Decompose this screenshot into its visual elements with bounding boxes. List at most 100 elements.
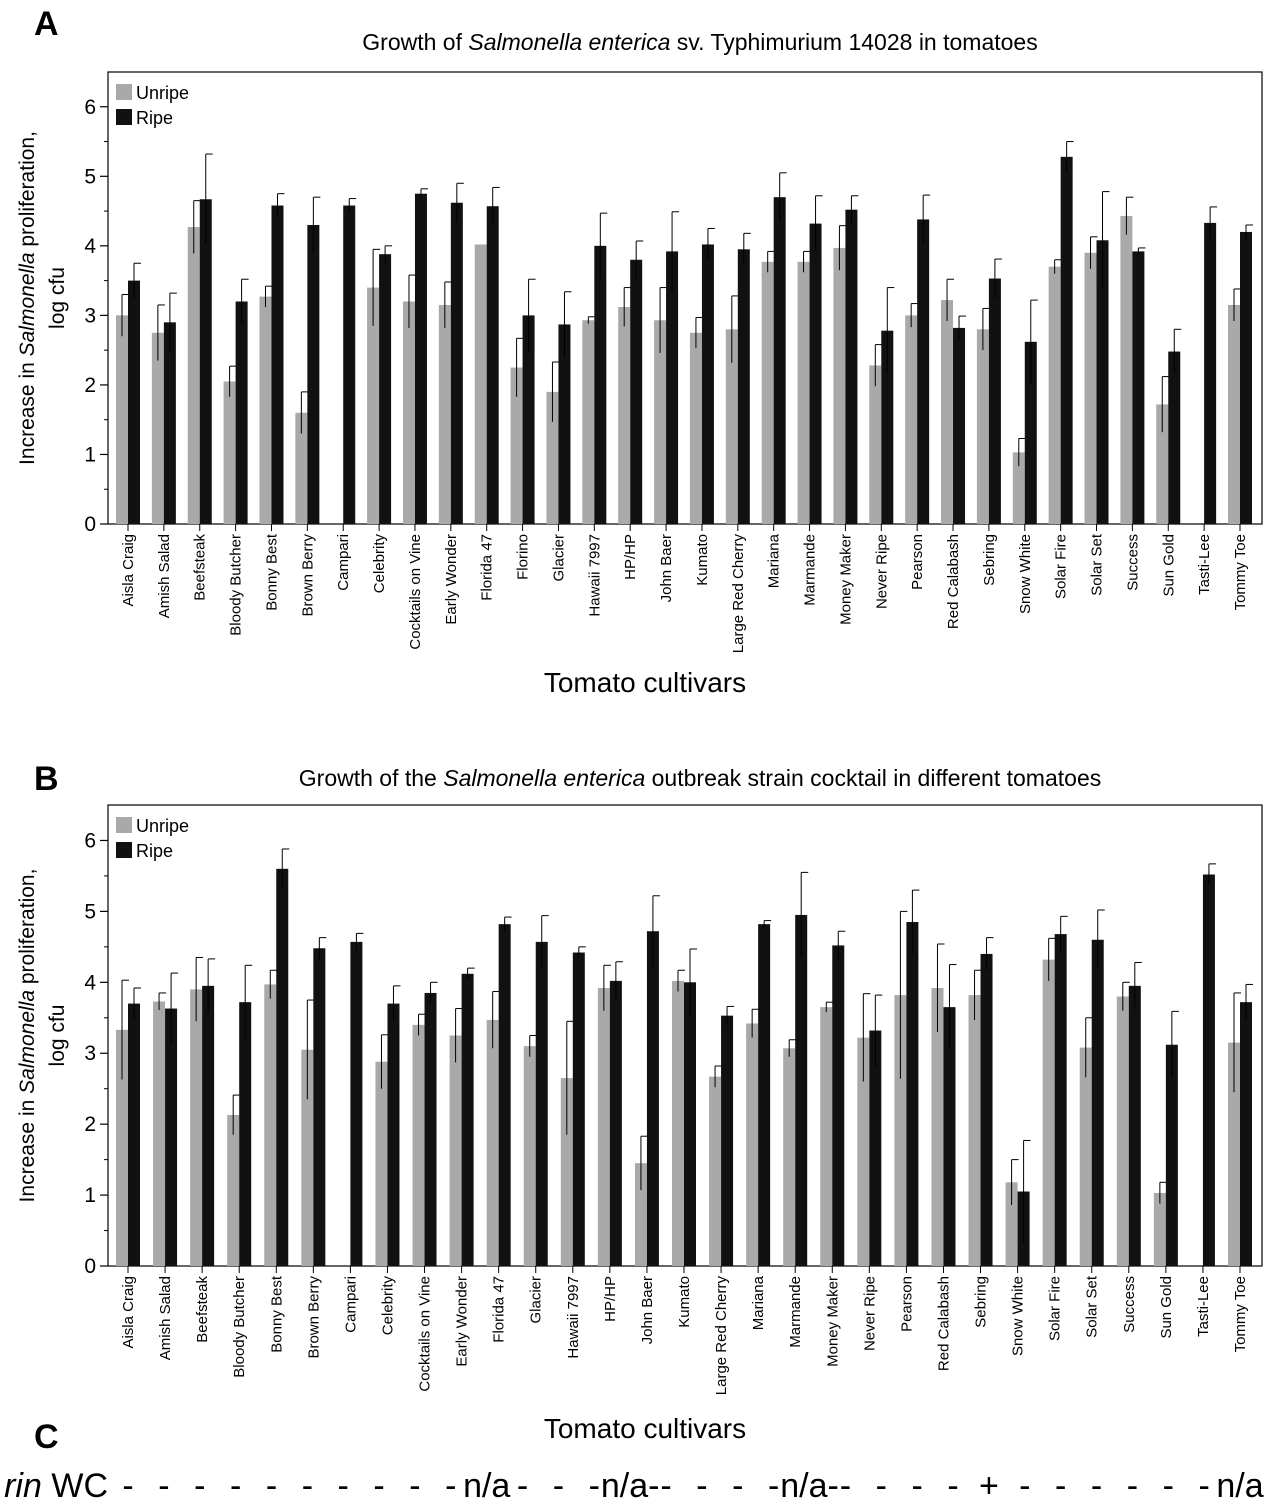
bar-unripe	[869, 365, 882, 524]
x-tick-label: Success	[1124, 534, 1141, 591]
bar-ripe	[343, 205, 356, 524]
x-tick-label: Sebring	[981, 534, 998, 586]
x-tick-label: Large Red Cherry	[713, 1276, 730, 1396]
x-tick-label: Sebring	[973, 1276, 990, 1328]
bar-ripe	[350, 941, 363, 1266]
row-c-mark: n/a-	[780, 1467, 839, 1505]
row-c-mark: -	[1055, 1467, 1066, 1505]
y-tick-label: 1	[84, 443, 96, 466]
y-tick-label: 3	[84, 304, 96, 327]
x-tick-label: Solar Fire	[1053, 534, 1070, 599]
row-c-mark: -	[158, 1467, 169, 1505]
bar-unripe	[618, 307, 631, 524]
bar-ripe	[414, 193, 427, 524]
row-c-mark: -	[589, 1467, 600, 1505]
bar-ripe	[379, 254, 392, 524]
bar-ripe	[1096, 240, 1109, 524]
bar-ripe	[1024, 341, 1037, 524]
row-c-mark: n/a	[463, 1467, 510, 1505]
bar-ripe	[1240, 231, 1252, 524]
bar-ripe	[1091, 939, 1104, 1266]
bar-ripe	[758, 924, 771, 1266]
row-c-mark: -	[1019, 1467, 1030, 1505]
legend-swatch-unripe	[116, 817, 132, 833]
bar-ripe	[988, 278, 1001, 524]
bar-ripe	[239, 1002, 252, 1266]
row-c-mark: n/a	[1216, 1467, 1263, 1505]
bar-unripe	[523, 1046, 536, 1266]
bar-ripe	[450, 202, 463, 525]
row-c-mark: -	[338, 1467, 349, 1505]
bar-unripe	[259, 296, 272, 524]
x-tick-label: Cocktails on Vine	[417, 1276, 434, 1392]
bar-ripe	[1168, 351, 1181, 524]
bar-unripe	[1228, 304, 1240, 524]
bar-unripe	[546, 391, 559, 524]
x-tick-label: John Baer	[639, 1276, 656, 1344]
bar-ripe	[917, 219, 930, 524]
x-tick-label: Celebrity	[379, 1276, 396, 1336]
panel-letter-b: B	[34, 760, 59, 798]
bar-unripe	[1228, 1042, 1240, 1266]
bar-ripe	[701, 244, 714, 524]
x-tick-label: Florida 47	[491, 1276, 508, 1343]
bar-ripe	[387, 1003, 400, 1266]
bar-ripe	[881, 330, 894, 524]
bar-ripe	[1060, 156, 1073, 525]
x-tick-label: Snow White	[1010, 1276, 1027, 1356]
x-tick-label: Solar Fire	[1047, 1276, 1064, 1341]
y-tick-label: 4	[84, 235, 96, 258]
bar-ripe	[165, 1008, 178, 1266]
bar-ripe	[609, 980, 622, 1266]
bar-ripe	[498, 924, 511, 1266]
x-tick-label: Never Ripe	[861, 1276, 878, 1351]
row-c-mark: -	[373, 1467, 384, 1505]
row-c-mark: -	[732, 1467, 743, 1505]
x-tick-label: Success	[1121, 1276, 1138, 1333]
bar-ripe	[199, 199, 212, 525]
x-tick-label: Sun Gold	[1158, 1276, 1175, 1339]
bar-ripe	[558, 324, 571, 524]
bar-ripe	[1202, 874, 1215, 1266]
bar-unripe	[1005, 1182, 1018, 1266]
y-axis-label: Increase in Salmonella proliferation,	[16, 131, 39, 465]
row-c-mark: -	[266, 1467, 277, 1505]
bar-unripe	[295, 412, 308, 524]
bar-ripe	[276, 868, 289, 1266]
bar-unripe	[597, 987, 610, 1266]
bar-unripe	[412, 1024, 425, 1266]
bar-unripe	[709, 1076, 722, 1266]
bar-unripe	[449, 1035, 462, 1266]
y-tick-label: 6	[84, 829, 96, 852]
row-c-mark: -	[409, 1467, 420, 1505]
bar-unripe	[833, 247, 846, 524]
x-tick-label: Money Maker	[824, 1276, 841, 1367]
bar-ripe	[845, 209, 858, 524]
bar-ripe	[535, 941, 548, 1266]
row-c-mark: -	[194, 1467, 205, 1505]
row-c-mark: -	[660, 1467, 671, 1505]
x-tick-label: Campari	[342, 1276, 359, 1333]
bar-ripe	[1054, 934, 1067, 1266]
y-tick-label: 2	[84, 1113, 96, 1136]
row-c-mark: -	[768, 1467, 779, 1505]
bar-unripe	[968, 995, 981, 1266]
y-tick-label: 6	[84, 96, 96, 119]
legend-label-ripe: Ripe	[136, 108, 173, 128]
x-tick-label: Brown Berry	[299, 534, 316, 617]
legend-label-unripe: Unripe	[136, 816, 189, 836]
bar-unripe	[153, 1001, 166, 1266]
x-tick-label: Beefsteak	[194, 1276, 211, 1343]
x-tick-label: Bloody Butcher	[228, 534, 245, 636]
row-c-mark: -	[230, 1467, 241, 1505]
bar-ripe	[1132, 251, 1145, 524]
panel-letter-a: A	[34, 5, 59, 43]
bar-ripe	[163, 322, 176, 524]
x-tick-label: Aisla Craig	[120, 1276, 137, 1349]
x-tick-label: Aisla Craig	[120, 534, 137, 607]
y-axis-label: Increase in Salmonella proliferation,	[16, 869, 39, 1203]
x-tick-label: HP/HP	[622, 534, 639, 580]
bar-unripe	[190, 989, 203, 1266]
bar-unripe	[797, 261, 810, 524]
